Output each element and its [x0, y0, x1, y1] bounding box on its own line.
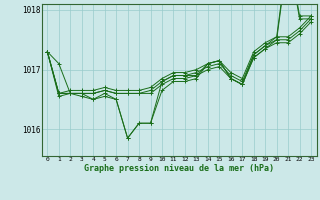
- X-axis label: Graphe pression niveau de la mer (hPa): Graphe pression niveau de la mer (hPa): [84, 164, 274, 173]
